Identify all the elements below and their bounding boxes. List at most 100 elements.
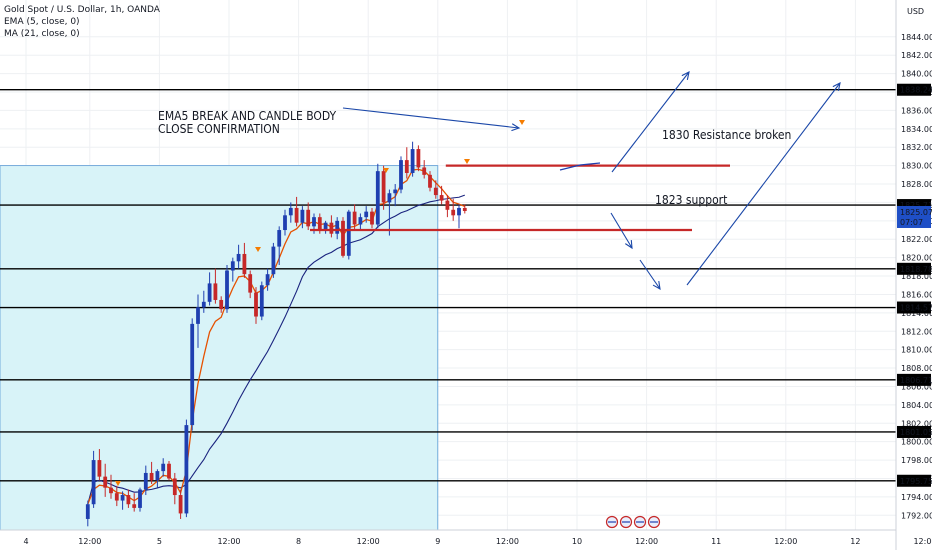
candle-body[interactable] xyxy=(277,230,282,247)
candle-body[interactable] xyxy=(341,220,345,256)
candle-body[interactable] xyxy=(219,299,224,310)
candle-body[interactable] xyxy=(254,292,258,317)
candle-body[interactable] xyxy=(213,283,218,300)
candle-body[interactable] xyxy=(399,160,403,190)
price-tick-label: 1794.000 xyxy=(901,493,932,502)
candle-body[interactable] xyxy=(451,209,456,216)
down-arrow-2[interactable] xyxy=(639,259,661,290)
candle-body[interactable] xyxy=(358,217,363,225)
candle-body[interactable] xyxy=(422,167,427,175)
down-arrow-1[interactable] xyxy=(610,212,633,249)
candle-body[interactable] xyxy=(196,307,200,324)
candle-body[interactable] xyxy=(190,323,195,426)
legend-ma: MA (21, close, 0) xyxy=(4,29,80,39)
level-price-label-box xyxy=(897,373,931,386)
candle-body[interactable] xyxy=(259,285,264,317)
candle-body[interactable] xyxy=(242,253,247,275)
candle-body[interactable] xyxy=(428,174,432,188)
candle-body[interactable] xyxy=(312,217,316,227)
candle-body[interactable] xyxy=(167,463,171,479)
level-price-label: 1795.751 xyxy=(900,477,932,486)
candle-body[interactable] xyxy=(317,217,322,231)
candle-body[interactable] xyxy=(288,207,293,216)
candle-body[interactable] xyxy=(143,472,148,490)
ema-break-arrow[interactable] xyxy=(342,107,520,129)
candle-body[interactable] xyxy=(375,171,380,225)
price-tick-label: 1808.000 xyxy=(901,364,932,373)
price-tick-label: 1840.000 xyxy=(901,70,932,79)
candle-body[interactable] xyxy=(306,209,311,227)
legend-ema: EMA (5, close, 0) xyxy=(4,17,80,27)
candle-body[interactable] xyxy=(248,274,253,293)
candle-body[interactable] xyxy=(410,149,415,173)
candle-body[interactable] xyxy=(283,215,287,231)
candle-body[interactable] xyxy=(329,222,334,234)
candle-body[interactable] xyxy=(91,460,96,505)
candle-body[interactable] xyxy=(207,283,212,302)
price-tick-label: 1830.000 xyxy=(901,162,932,171)
time-tick-label: 12:00 xyxy=(635,537,658,546)
ma-21-line xyxy=(87,194,465,505)
candle-body[interactable] xyxy=(433,187,438,196)
candle-body[interactable] xyxy=(178,495,183,514)
time-tick-label: 10 xyxy=(572,537,582,546)
time-tick-label: 8 xyxy=(296,537,301,546)
candle-body[interactable] xyxy=(149,472,154,481)
candle-body[interactable] xyxy=(364,211,369,218)
candle-body[interactable] xyxy=(416,149,421,168)
candle-body[interactable] xyxy=(404,160,409,173)
candle-body[interactable] xyxy=(323,222,328,231)
price-tick-label: 1834.000 xyxy=(901,125,932,134)
ma-projection xyxy=(559,162,601,171)
candle-body[interactable] xyxy=(457,207,461,216)
time-tick-label: 12:00 xyxy=(78,537,101,546)
candle-body[interactable] xyxy=(126,495,131,505)
candle-body[interactable] xyxy=(120,495,125,501)
price-tick-label: 1820.000 xyxy=(901,254,932,263)
candle-body[interactable] xyxy=(462,207,467,211)
candle-body[interactable] xyxy=(300,209,305,223)
candle-body[interactable] xyxy=(155,471,160,481)
time-tick-label: 12:00 xyxy=(774,537,797,546)
candle-body[interactable] xyxy=(387,193,392,203)
candle-body[interactable] xyxy=(109,487,113,494)
candle-body[interactable] xyxy=(184,425,189,514)
candle-body[interactable] xyxy=(172,478,177,496)
price-tick-label: 1810.000 xyxy=(901,346,932,355)
candle-body[interactable] xyxy=(294,207,299,223)
up-arrow-short[interactable] xyxy=(611,71,690,173)
candle-body[interactable] xyxy=(381,171,386,203)
candle-body[interactable] xyxy=(114,493,119,501)
candle-body[interactable] xyxy=(103,476,108,488)
candle-body[interactable] xyxy=(352,211,357,225)
candle-body[interactable] xyxy=(201,301,206,308)
up-arrow-long[interactable] xyxy=(686,82,841,286)
candle-body[interactable] xyxy=(335,220,340,234)
level-price-label-box xyxy=(897,425,931,438)
annotation-ema-break-line1: EMA5 BREAK AND CANDLE BODY xyxy=(158,109,337,123)
candle-body[interactable] xyxy=(439,195,444,201)
candle-body[interactable] xyxy=(138,489,142,508)
level-price-label-box xyxy=(897,83,931,96)
candle-body[interactable] xyxy=(393,189,398,194)
candle-body[interactable] xyxy=(346,211,351,256)
price-tick-label: 1798.000 xyxy=(901,456,932,465)
candle-body[interactable] xyxy=(445,200,450,210)
candle-body[interactable] xyxy=(97,460,102,477)
price-tick-label: 1792.000 xyxy=(901,511,932,520)
candle-body[interactable] xyxy=(370,211,374,225)
candle-body[interactable] xyxy=(230,261,235,271)
candle-body[interactable] xyxy=(225,270,229,310)
level-price-label: 1806.717 xyxy=(900,376,932,385)
candle-body[interactable] xyxy=(132,504,137,508)
candle-body[interactable] xyxy=(161,463,166,472)
candle-body[interactable] xyxy=(236,253,241,262)
candle-body[interactable] xyxy=(265,274,270,286)
time-tick-label: 12:00 xyxy=(357,537,380,546)
candle-body[interactable] xyxy=(271,246,276,275)
candle-body[interactable] xyxy=(85,504,90,519)
annotation-support: 1823 support xyxy=(655,193,727,207)
price-tick-label: 1842.000 xyxy=(901,51,932,60)
time-tick-label: 9 xyxy=(435,537,440,546)
